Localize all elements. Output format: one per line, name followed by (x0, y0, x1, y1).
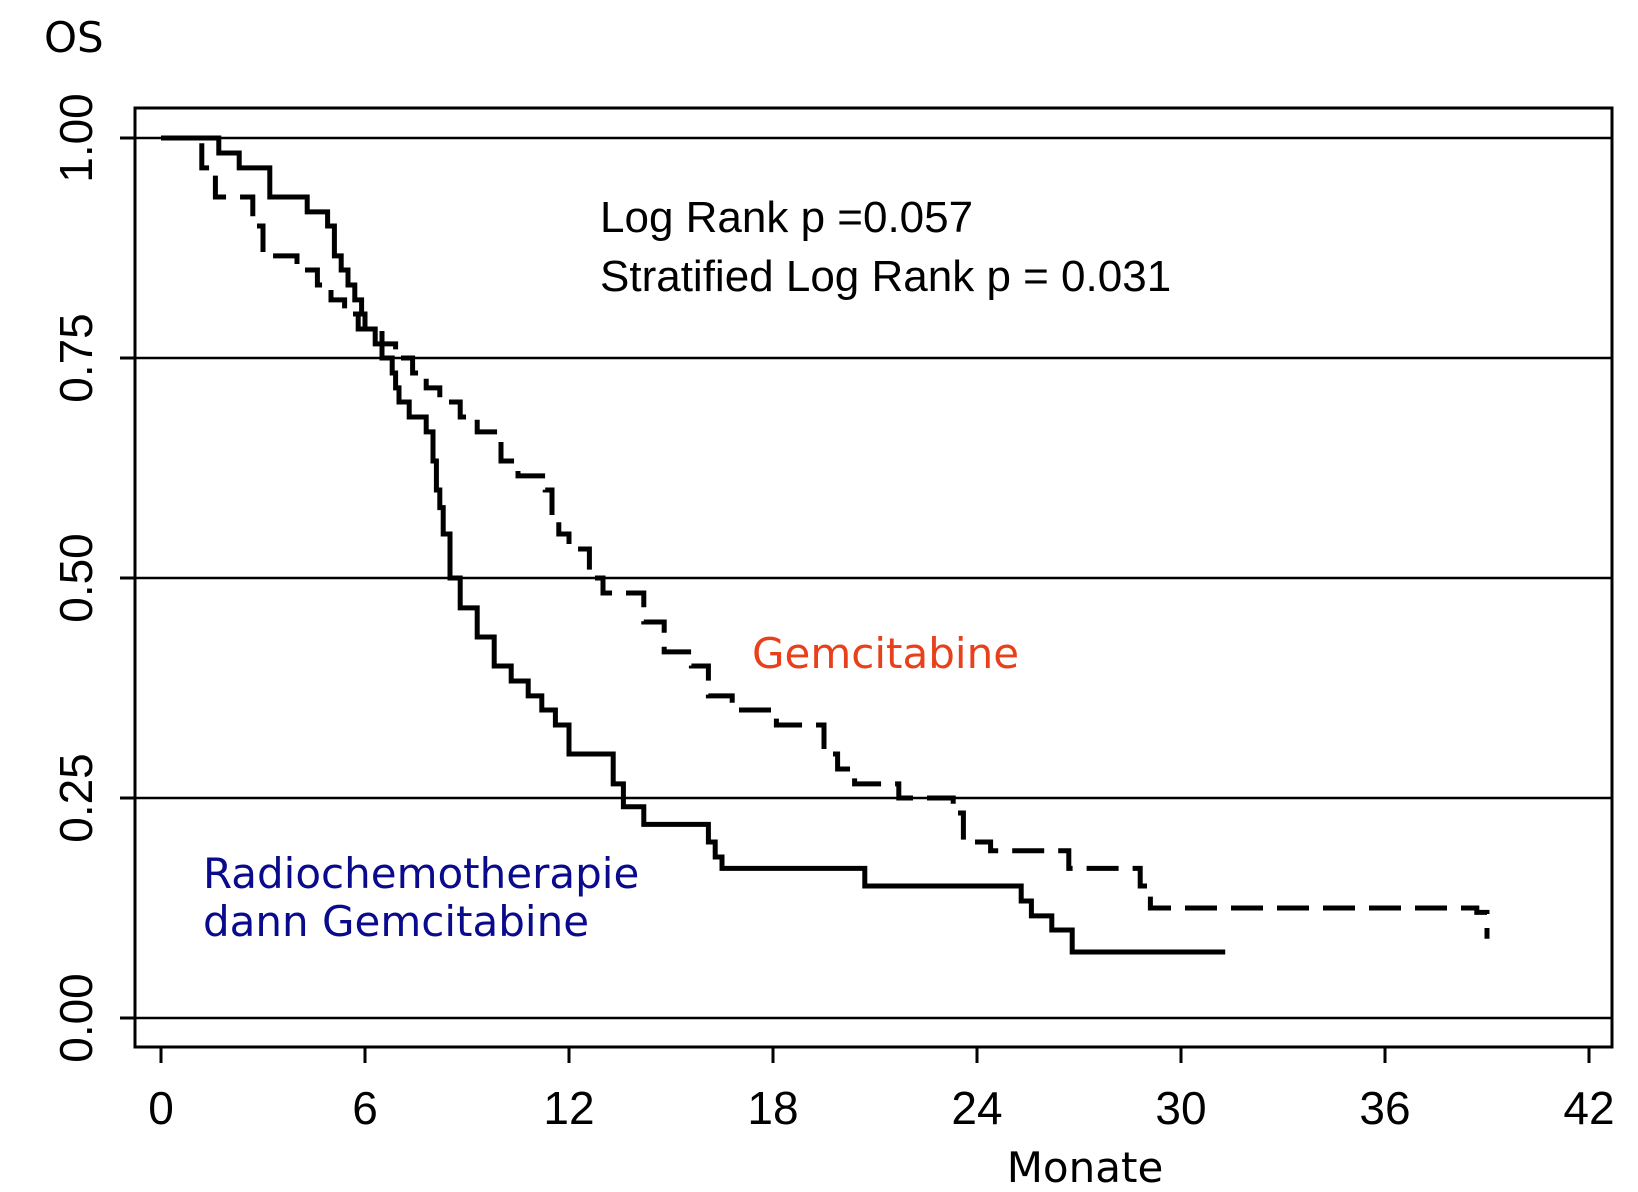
series-line-0 (161, 135, 1226, 955)
series-line-1 (161, 135, 1490, 939)
x-tick-label-4: 24 (951, 1082, 1002, 1134)
x-tick-label-3: 18 (747, 1082, 798, 1134)
x-tick-label-7: 42 (1563, 1082, 1614, 1134)
x-axis: 0 6 12 18 24 30 36 42 (148, 1047, 1615, 1134)
x-tick-label-5: 30 (1155, 1082, 1206, 1134)
x-tick-label-2: 12 (543, 1082, 594, 1134)
x-tick-label-1: 6 (352, 1082, 378, 1134)
x-tick-label-6: 36 (1359, 1082, 1410, 1134)
annotation-stratified-log-rank: Stratified Log Rank p = 0.031 (600, 252, 1171, 301)
y-tick-label-2: 0.50 (50, 533, 102, 623)
annotation-log-rank: Log Rank p =0.057 (600, 193, 973, 242)
series-label-gemcitabine: Gemcitabine (752, 629, 1019, 678)
y-axis: 0.00 0.25 0.50 0.75 1.00 (50, 93, 135, 1063)
y-tick-label-4: 1.00 (50, 93, 102, 183)
series-label-radiochemotherapie-line2: dann Gemcitabine (203, 897, 589, 946)
y-axis-title: OS (44, 13, 104, 62)
x-tick-label-0: 0 (148, 1082, 174, 1134)
y-tick-label-1: 0.25 (50, 753, 102, 843)
series-label-radiochemotherapie: Radiochemotherapie (203, 849, 639, 898)
y-tick-label-3: 0.75 (50, 313, 102, 403)
survival-curves (161, 135, 1490, 955)
x-axis-title: Monate (1007, 1143, 1164, 1192)
y-tick-label-0: 0.00 (50, 973, 102, 1063)
